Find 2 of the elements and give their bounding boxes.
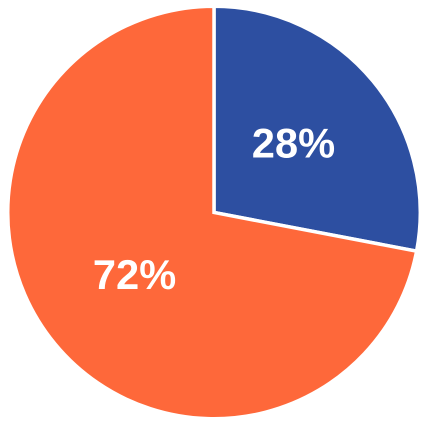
data-label: 28% (253, 128, 334, 158)
data-label: 72% (94, 260, 176, 290)
